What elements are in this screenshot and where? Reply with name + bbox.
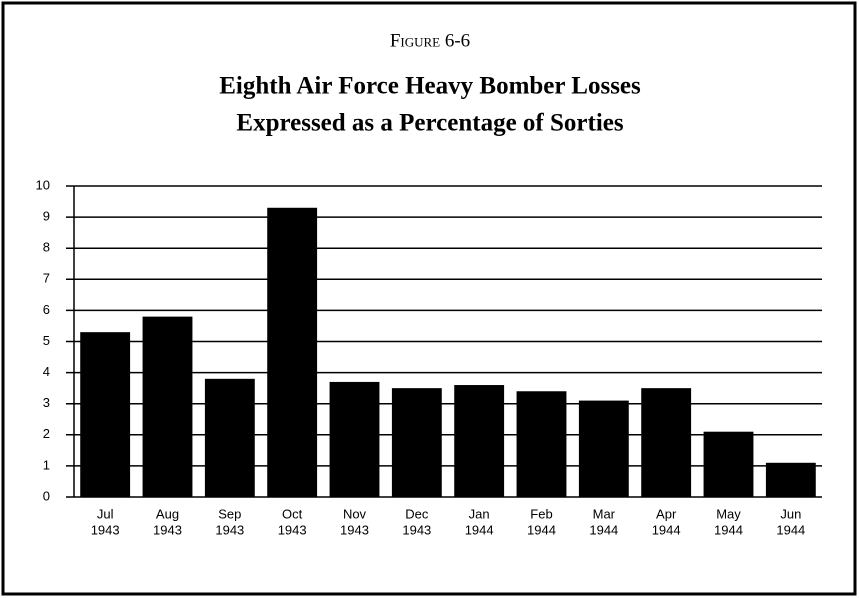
x-tick-label: 1943 bbox=[278, 522, 307, 537]
y-tick-label: 6 bbox=[43, 302, 50, 317]
bar bbox=[765, 462, 816, 497]
x-tick-label: 1943 bbox=[215, 522, 244, 537]
bar bbox=[703, 431, 754, 497]
x-tick-label: Jan bbox=[469, 506, 490, 521]
bar bbox=[391, 388, 442, 497]
bar bbox=[454, 385, 505, 497]
x-tick-label: 1943 bbox=[91, 522, 120, 537]
y-tick-label: 2 bbox=[43, 426, 50, 441]
bar bbox=[516, 391, 567, 497]
y-tick-label: 8 bbox=[43, 240, 50, 255]
x-tick-label: Feb bbox=[530, 506, 552, 521]
x-tick-label: Nov bbox=[343, 506, 367, 521]
y-tick-label: 3 bbox=[43, 395, 50, 410]
x-tick-label: 1944 bbox=[589, 522, 618, 537]
x-tick-label: Jul bbox=[97, 506, 114, 521]
y-tick-label: 1 bbox=[43, 457, 50, 472]
x-tick-label: Mar bbox=[593, 506, 616, 521]
y-tick-label: 10 bbox=[36, 177, 50, 192]
bar bbox=[267, 207, 318, 497]
x-tick-label: Aug bbox=[156, 506, 179, 521]
x-tick-label: 1943 bbox=[402, 522, 431, 537]
bar bbox=[80, 332, 131, 497]
x-tick-label: 1943 bbox=[340, 522, 369, 537]
bar bbox=[204, 378, 255, 497]
x-tick-label: 1944 bbox=[527, 522, 556, 537]
x-tick-label: Oct bbox=[282, 506, 303, 521]
x-tick-label: 1944 bbox=[465, 522, 494, 537]
y-tick-label: 7 bbox=[43, 271, 50, 286]
y-tick-label: 5 bbox=[43, 333, 50, 348]
x-tick-label: 1944 bbox=[714, 522, 743, 537]
x-tick-label: 1944 bbox=[776, 522, 805, 537]
x-tick-label: Jun bbox=[780, 506, 801, 521]
x-tick-label: 1943 bbox=[153, 522, 182, 537]
x-tick-label: Dec bbox=[405, 506, 429, 521]
chart-title: Eighth Air Force Heavy Bomber Losses bbox=[219, 73, 641, 100]
bar bbox=[641, 388, 692, 497]
figure-label: Figure 6-6 bbox=[390, 30, 470, 51]
bar bbox=[329, 381, 380, 497]
x-tick-label: 1944 bbox=[652, 522, 681, 537]
y-tick-label: 9 bbox=[43, 209, 50, 224]
bar bbox=[578, 400, 629, 497]
x-tick-label: Apr bbox=[656, 506, 677, 521]
x-tick-label: May bbox=[716, 506, 741, 521]
x-tick-label: Sep bbox=[218, 506, 241, 521]
y-tick-label: 0 bbox=[43, 488, 50, 503]
bar bbox=[142, 316, 193, 497]
y-tick-label: 4 bbox=[43, 364, 50, 379]
chart-subtitle: Expressed as a Percentage of Sorties bbox=[236, 110, 623, 137]
